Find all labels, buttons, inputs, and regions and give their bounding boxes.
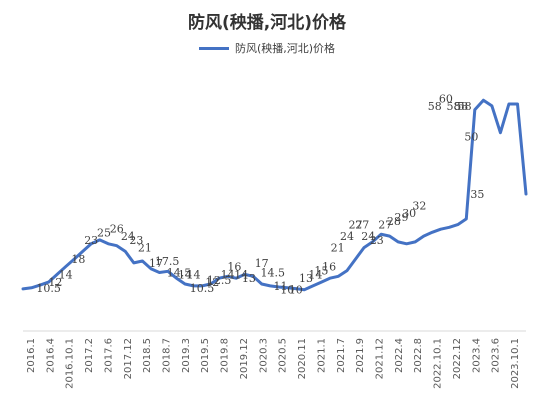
data-label: 23	[84, 234, 98, 247]
data-label: 17.5	[155, 255, 180, 268]
data-label: 21	[138, 242, 152, 255]
data-label: 14.5	[261, 267, 286, 280]
legend-swatch	[198, 46, 229, 50]
data-labels: 10.51214182325262423211717.514.5141410.5…	[36, 92, 484, 296]
x-tick-label: 2019.5	[200, 338, 211, 373]
data-label: 58	[454, 100, 468, 113]
data-label: 16	[227, 261, 241, 274]
data-label: 16	[322, 261, 336, 274]
legend: 防风(秧播,河北)价格	[0, 40, 534, 56]
x-tick-label: 2019.3	[181, 338, 192, 373]
data-label: 60	[439, 92, 453, 105]
data-label: 12	[48, 276, 62, 289]
data-label: 29	[395, 211, 409, 224]
legend-label: 防风(秧播,河北)价格	[234, 42, 336, 55]
x-tick-label: 2022.8	[413, 338, 424, 373]
data-label: 50	[464, 131, 478, 144]
data-label: 11	[274, 280, 288, 293]
data-label: 12.5	[207, 274, 232, 287]
data-label: 26	[110, 223, 124, 236]
data-label: 15	[314, 265, 328, 278]
data-label: 32	[412, 200, 426, 213]
data-label: 24	[340, 230, 354, 243]
data-label: 25	[97, 226, 111, 239]
x-tick-label: 2023.4	[471, 338, 482, 373]
data-label: 14	[221, 268, 235, 281]
x-tick-label: 2021.9	[355, 338, 366, 373]
data-label: 27	[349, 219, 363, 232]
x-tick-labels: 2016.1 2016.4 2016.10.1 2017.2 2017.6 2017.12…	[26, 338, 521, 389]
data-label: 12	[205, 276, 219, 289]
x-tick-label: 2018.7	[162, 338, 173, 373]
data-label: 23	[129, 234, 143, 247]
data-label: 14.5	[167, 267, 192, 280]
x-tick-label: 2017.2	[84, 338, 95, 373]
data-label: 10	[280, 284, 294, 297]
data-label: 30	[402, 207, 416, 220]
data-label: 14	[178, 268, 192, 281]
x-tick-label: 2017.6	[103, 338, 114, 373]
x-tick-label: 2021.1	[316, 338, 327, 373]
series-line	[21, 98, 528, 292]
x-tick-label: 2023.10.1	[510, 338, 521, 389]
data-label: 21	[331, 242, 345, 255]
data-label: 24	[121, 230, 135, 243]
data-label: 14	[234, 268, 248, 281]
data-label: 35	[470, 188, 484, 201]
series-line-path	[21, 98, 528, 292]
data-label: 13	[242, 272, 256, 285]
data-label: 27	[355, 219, 369, 232]
x-tick-label: 2021.12	[375, 338, 386, 379]
data-label: 28	[387, 215, 401, 228]
x-tick-label: 2019.8	[220, 338, 231, 373]
x-tick-label: 2020.3	[258, 338, 269, 373]
x-tick-label: 2018.5	[142, 338, 153, 373]
x-tick-label: 2019.12	[239, 338, 250, 379]
data-label: 23	[370, 234, 384, 247]
data-label: 24	[361, 230, 375, 243]
x-tick-label: 2016.10.1	[65, 338, 76, 389]
data-label: 58	[447, 100, 461, 113]
data-label: 14	[187, 268, 201, 281]
data-label: 58	[428, 100, 442, 113]
x-tick-label: 2020.5	[278, 338, 289, 373]
data-label: 10.5	[36, 282, 61, 295]
data-label: 14	[308, 268, 322, 281]
x-tick-label: 2016.1	[26, 338, 37, 373]
x-tick-label: 2021.7	[336, 338, 347, 373]
data-label: 18	[71, 253, 85, 266]
x-tick-label: 2022.12	[452, 338, 463, 379]
data-label: 10.5	[190, 282, 215, 295]
x-tick-label: 2017.12	[123, 338, 134, 379]
x-tick-label: 2022.4	[394, 338, 405, 373]
data-label: 13	[299, 272, 313, 285]
data-label: 17	[149, 257, 163, 270]
x-tick-label: 2022.10.1	[433, 338, 444, 389]
x-tick-label: 2023.6	[491, 338, 502, 373]
chart-title: 防风(秧播,河北)价格	[188, 13, 346, 33]
data-label: 10	[289, 284, 303, 297]
data-label: 17	[255, 257, 269, 270]
x-tick-label: 2020.11	[297, 338, 308, 379]
x-tick-label: 2016.4	[45, 338, 56, 373]
data-label: 58	[458, 100, 472, 113]
data-label: 27	[378, 219, 392, 232]
data-label: 14	[59, 268, 73, 281]
